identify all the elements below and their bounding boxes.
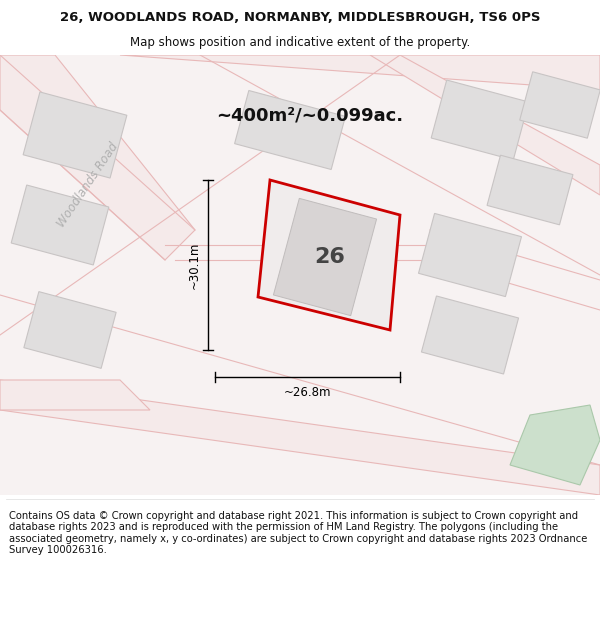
Polygon shape: [510, 405, 600, 485]
Polygon shape: [0, 55, 600, 495]
Polygon shape: [11, 185, 109, 265]
Polygon shape: [120, 55, 600, 90]
Text: ~400m²/~0.099ac.: ~400m²/~0.099ac.: [217, 106, 404, 124]
Polygon shape: [24, 292, 116, 368]
Polygon shape: [487, 155, 573, 225]
Polygon shape: [274, 198, 377, 316]
Polygon shape: [419, 213, 521, 297]
Polygon shape: [23, 92, 127, 178]
Polygon shape: [370, 55, 600, 195]
Polygon shape: [235, 91, 346, 169]
Polygon shape: [0, 380, 150, 410]
Polygon shape: [421, 296, 518, 374]
Polygon shape: [520, 72, 600, 138]
Polygon shape: [0, 380, 600, 495]
Text: 26, WOODLANDS ROAD, NORMANBY, MIDDLESBROUGH, TS6 0PS: 26, WOODLANDS ROAD, NORMANBY, MIDDLESBRO…: [60, 11, 540, 24]
Polygon shape: [258, 180, 400, 330]
Text: Contains OS data © Crown copyright and database right 2021. This information is : Contains OS data © Crown copyright and d…: [9, 511, 587, 556]
Text: ~26.8m: ~26.8m: [284, 386, 331, 399]
Polygon shape: [431, 80, 529, 160]
Polygon shape: [0, 55, 195, 260]
Text: ~30.1m: ~30.1m: [187, 241, 200, 289]
Text: 26: 26: [314, 247, 346, 267]
Text: Map shows position and indicative extent of the property.: Map shows position and indicative extent…: [130, 36, 470, 49]
Text: Woodlands Road: Woodlands Road: [55, 140, 121, 230]
